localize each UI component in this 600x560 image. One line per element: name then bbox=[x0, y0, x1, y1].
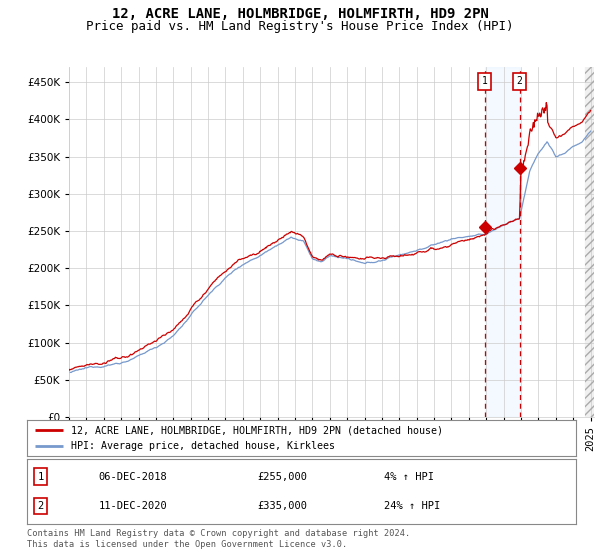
Text: 24% ↑ HPI: 24% ↑ HPI bbox=[384, 501, 440, 511]
Text: 06-DEC-2018: 06-DEC-2018 bbox=[98, 472, 167, 482]
Text: HPI: Average price, detached house, Kirklees: HPI: Average price, detached house, Kirk… bbox=[71, 441, 335, 451]
Text: 12, ACRE LANE, HOLMBRIDGE, HOLMFIRTH, HD9 2PN (detached house): 12, ACRE LANE, HOLMBRIDGE, HOLMFIRTH, HD… bbox=[71, 425, 443, 435]
Text: 2: 2 bbox=[38, 501, 44, 511]
Text: 4% ↑ HPI: 4% ↑ HPI bbox=[384, 472, 434, 482]
Text: Contains HM Land Registry data © Crown copyright and database right 2024.
This d: Contains HM Land Registry data © Crown c… bbox=[27, 529, 410, 549]
Text: 11-DEC-2020: 11-DEC-2020 bbox=[98, 501, 167, 511]
Bar bbox=[585, 67, 599, 417]
Text: 1: 1 bbox=[38, 472, 44, 482]
Text: £335,000: £335,000 bbox=[257, 501, 308, 511]
Text: 2: 2 bbox=[517, 76, 523, 86]
Text: 12, ACRE LANE, HOLMBRIDGE, HOLMFIRTH, HD9 2PN: 12, ACRE LANE, HOLMBRIDGE, HOLMFIRTH, HD… bbox=[112, 7, 488, 21]
Bar bbox=[485, 67, 520, 417]
Text: Price paid vs. HM Land Registry's House Price Index (HPI): Price paid vs. HM Land Registry's House … bbox=[86, 20, 514, 32]
Text: £255,000: £255,000 bbox=[257, 472, 308, 482]
Text: 1: 1 bbox=[482, 76, 488, 86]
Bar bbox=[585, 67, 599, 417]
